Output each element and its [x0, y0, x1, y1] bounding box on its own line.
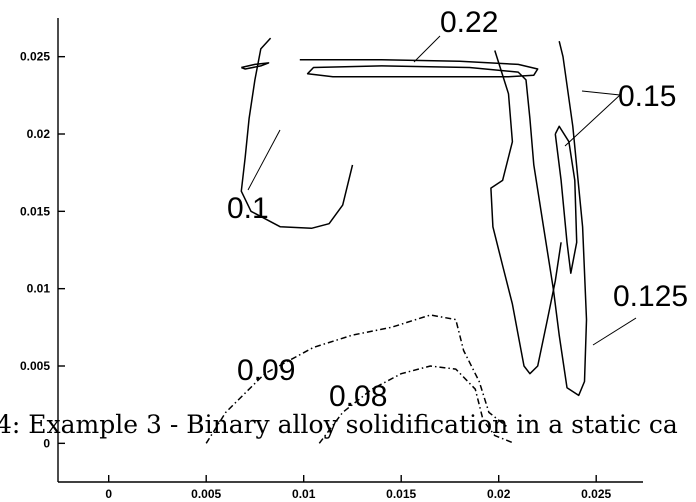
contour-line-0.22 [241, 62, 270, 70]
leader-line [592, 317, 637, 346]
leader-line [413, 35, 441, 63]
leader-line [564, 94, 621, 147]
contour-line-0.15 [554, 125, 578, 274]
figure-caption-overlay: 4: Example 3 - Binary alloy solidificati… [0, 410, 678, 439]
x-tick-label: 0.02 [487, 487, 511, 501]
y-tick-label: 0.005 [20, 359, 50, 373]
contour-label-0.125: 0.125 [613, 280, 688, 313]
contour-label-0.08: 0.08 [329, 380, 387, 413]
contour-line-0.1 [240, 37, 354, 230]
x-tick-label: 0 [105, 487, 112, 501]
contour-line-0.125 [490, 50, 562, 375]
contour-lines [205, 37, 588, 444]
y-tick-label: 0 [43, 436, 50, 450]
contour-line-0.15 [299, 41, 588, 397]
contour-label-0.1: 0.1 [227, 192, 269, 225]
x-tick-label: 0.005 [191, 487, 221, 501]
contour-label-0.09: 0.09 [237, 354, 295, 387]
leader-line [247, 129, 281, 191]
label-leader-lines [247, 35, 637, 346]
x-tick-label: 0.015 [386, 487, 416, 501]
y-tick-label: 0.02 [27, 127, 51, 141]
contour-line-0.08 [318, 365, 515, 444]
y-tick-label: 0.01 [27, 282, 51, 296]
axes [57, 18, 643, 483]
x-axis-ticks: 0 0.005 0.01 0.015 0.02 0.025 [105, 475, 612, 501]
contour-label-0.15: 0.15 [618, 80, 676, 113]
x-tick-label: 0.01 [292, 487, 316, 501]
leader-line [581, 90, 621, 96]
y-axis-ticks: 0 0.005 0.01 0.015 0.02 0.025 [20, 50, 65, 450]
contour-line-0.09 [205, 314, 509, 444]
y-tick-label: 0.025 [20, 50, 50, 64]
y-tick-label: 0.015 [20, 204, 50, 218]
contour-label-0.22: 0.22 [440, 6, 498, 39]
x-tick-label: 0.025 [581, 487, 611, 501]
